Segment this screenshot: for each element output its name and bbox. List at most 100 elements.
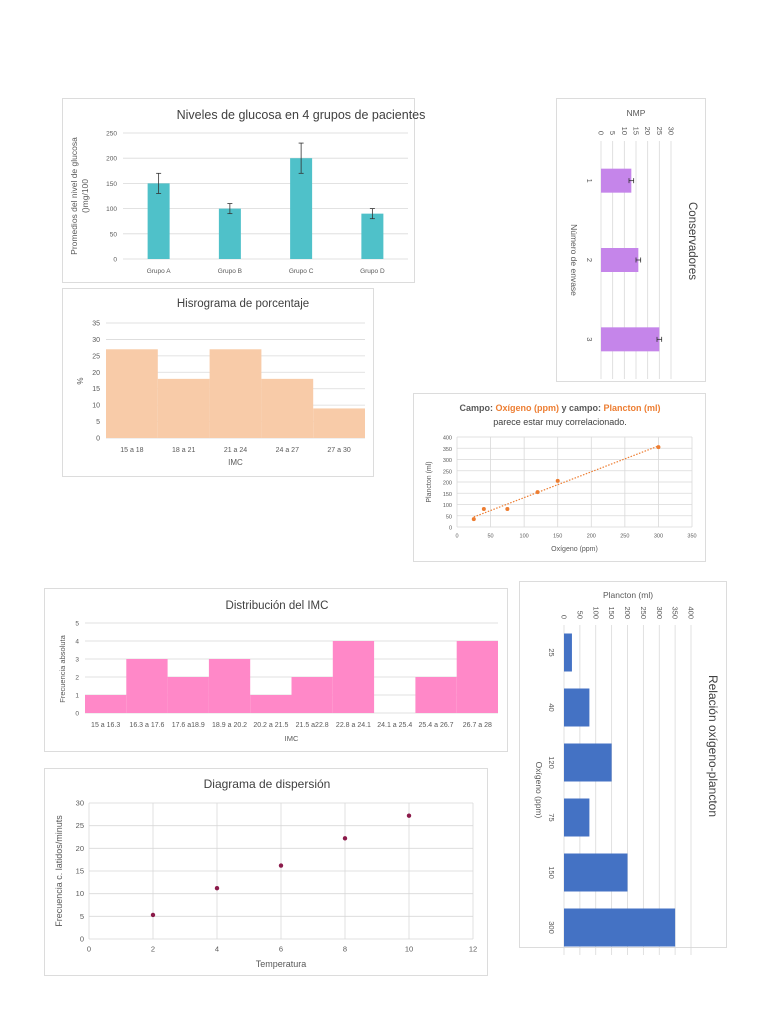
x-category-label: 3	[585, 337, 594, 341]
bar	[126, 659, 168, 713]
chart-title: Conservadores	[686, 202, 698, 280]
y-tick-label: 50	[446, 514, 452, 520]
dispersion-scatter: 0 5 10 15 20 25 30 0 2 4 6 8 10 12 Diagrama de dispers…	[54, 777, 477, 969]
bar	[291, 677, 333, 713]
x-tick-label: 2	[151, 945, 155, 954]
chart-title: Hisrograma de porcentaje	[177, 298, 309, 310]
y-tick-label: 250	[639, 606, 648, 619]
x-category-label: 24 a 27	[276, 447, 299, 454]
y-tick-label: 350	[671, 606, 680, 619]
x-category-label: 25	[547, 648, 556, 656]
bar	[167, 677, 209, 713]
bar	[563, 798, 590, 837]
y-axis-title: Frecuencia c. latidos/minuts	[54, 815, 64, 927]
y-tick-label: 150	[106, 181, 117, 188]
bar	[85, 695, 127, 713]
chart-title-part: y campo:	[559, 403, 604, 413]
bar	[564, 633, 572, 672]
y-tick-label: 100	[591, 606, 600, 619]
x-category-label: 18 a 21	[172, 447, 195, 454]
bar	[261, 378, 314, 438]
bar	[250, 695, 292, 713]
y-axis-title: ()mg/100	[80, 179, 90, 213]
x-category-label: 21 a 24	[224, 447, 247, 454]
y-tick-label: 20	[76, 844, 84, 853]
x-category-label: 22.8 a 24.1	[336, 722, 371, 729]
x-category-label: 150	[547, 866, 556, 879]
x-category-label: 75	[547, 813, 556, 821]
x-category-label: 2	[585, 258, 594, 262]
bar	[209, 349, 262, 438]
y-tick-label: 50	[575, 611, 584, 619]
x-category-label: 15 a 18	[120, 447, 143, 454]
y-tick-label: 15	[76, 867, 84, 876]
bar	[564, 743, 612, 782]
y-axis-title: %	[76, 377, 85, 384]
bar	[564, 908, 676, 947]
y-tick-label: 150	[607, 606, 616, 619]
x-category-label: 16.3 a 17.6	[129, 722, 164, 729]
chart-title: Niveles de glucosa en 4 grupos de pacien…	[177, 108, 426, 122]
chart-subtitle: parece estar muy correlacionado.	[493, 417, 627, 427]
x-axis-title: IMC	[285, 734, 299, 743]
x-category-label: Grupo C	[289, 268, 314, 275]
x-category-label: 17.6 a18.9	[172, 722, 205, 729]
x-axis-title: Oxígeno (ppm)	[551, 546, 598, 553]
y-tick-label: 200	[443, 481, 452, 487]
y-tick-label: 200	[106, 156, 117, 163]
y-tick-label: 10	[76, 889, 84, 898]
bar	[601, 327, 660, 352]
x-category-label: 1	[585, 179, 594, 183]
x-tick-label: 350	[687, 534, 696, 540]
x-tick-label: 200	[587, 534, 596, 540]
bar	[208, 659, 251, 713]
chart-title-part: Campo:	[459, 403, 495, 413]
y-tick-label: 25	[655, 127, 664, 135]
chart-title: Diagrama de dispersión	[204, 777, 331, 791]
conservadores-bar-chart: 0 5 10 15 20 25 30 1 2 3 Conservadores Número de en…	[569, 108, 698, 379]
y-tick-label: 0	[80, 935, 84, 944]
chart-title: Campo: Oxígeno (ppm) y campo: Plancton (…	[459, 403, 660, 413]
trendline	[473, 445, 659, 518]
x-category-label: 27 a 30	[327, 447, 350, 454]
y-tick-label: 2	[75, 675, 79, 682]
y-axis-title: Frecuencia absoluta	[58, 634, 67, 702]
chart-conservadores: 0 5 10 15 20 25 30 1 2 3 Conservadores Número de en…	[556, 98, 706, 382]
y-tick-label: 25	[92, 353, 100, 360]
x-tick-label: 300	[654, 534, 663, 540]
y-axis-title: Plancton (ml)	[426, 461, 433, 502]
x-axis-title: Número de envase	[569, 224, 579, 296]
y-tick-label: 50	[110, 231, 118, 238]
x-tick-label: 50	[488, 534, 494, 540]
chart-title: Relación oxígeno-plancton	[706, 675, 720, 817]
bar	[601, 248, 639, 272]
x-axis-title: IMC	[228, 458, 243, 467]
imc-histogram: 0 1 2 3 4 5 15 a 16.3 16.3 a 17.6 17.6 a18.9 18.9…	[58, 600, 498, 743]
x-category-label: 20.2 a 21.5	[253, 722, 288, 729]
chart-glucose: 0 50 100 150 200 250 Grupo A Grupo B Grupo C Grup…	[62, 98, 425, 283]
bar	[415, 677, 457, 713]
oxygen-plankton-bar-chart: 0 50 100 150 200 250 300 350 400 25 40 120 75 150 300 R…	[534, 590, 720, 955]
y-tick-label: 350	[443, 447, 452, 453]
y-tick-label: 30	[667, 127, 676, 135]
x-category-label: 25.4 a 26.7	[419, 722, 454, 729]
bar	[147, 183, 170, 259]
y-tick-label: 4	[75, 639, 79, 646]
x-category-label: 18.9 a 20.2	[212, 722, 247, 729]
chart-title: Distribución del IMC	[226, 600, 329, 612]
y-tick-label: 0	[113, 257, 117, 264]
bar	[218, 208, 241, 259]
oxygen-plankton-scatter: 0 50 100 150 200 250 300 350 400 0 50 100 150 200 250 3…	[426, 403, 697, 553]
y-tick-label: 100	[106, 206, 117, 213]
data-point	[555, 478, 560, 483]
data-point	[471, 517, 476, 522]
bar	[456, 641, 498, 713]
x-category-label: 120	[547, 756, 556, 769]
percent-histogram: 0 5 10 15 20 25 30 35 15 a 18 18 a 21 21 a 24 24 a …	[76, 298, 365, 467]
y-axis-title: Promedios del nivel de glucosa	[69, 137, 79, 255]
y-tick-label: 5	[80, 912, 84, 921]
y-tick-label: 30	[92, 337, 100, 344]
x-tick-label: 100	[520, 534, 529, 540]
data-point	[481, 507, 486, 511]
y-tick-label: 15	[632, 127, 641, 135]
